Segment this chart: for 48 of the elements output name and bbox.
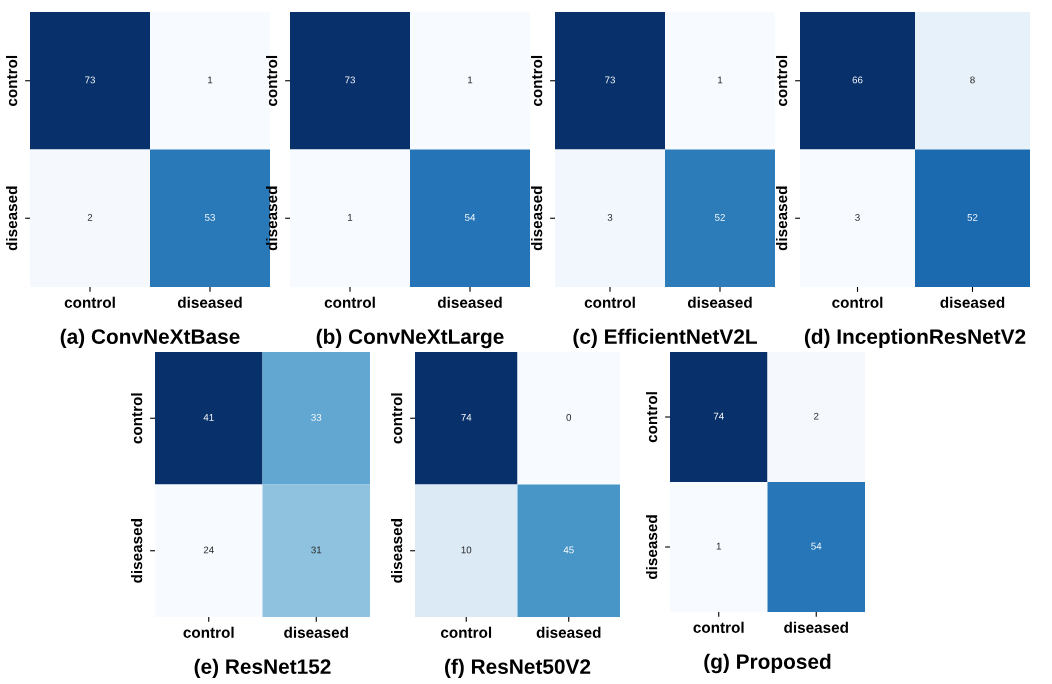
x-tick-label: control (440, 626, 492, 638)
text: (e) ResNet152 (194, 658, 331, 679)
x-tick-label: diseased (784, 621, 848, 633)
data-label: 1 (208, 76, 213, 84)
data-label: 73 (85, 76, 95, 84)
x-tick-label: diseased (687, 296, 752, 308)
data-label: 3 (855, 213, 860, 221)
data-label: 31 (311, 546, 322, 554)
x-tick-label: control (584, 296, 635, 308)
text: (a) ConvNeXtBase (60, 328, 240, 349)
data-label: 1 (468, 76, 473, 84)
text: (d) InceptionResNetV2 (804, 328, 1026, 349)
data-label: 45 (563, 546, 574, 554)
data-label: 3 (607, 213, 613, 221)
data-label: 1 (348, 214, 353, 221)
x-tick-label: control (832, 296, 883, 308)
data-label: 10 (461, 546, 472, 554)
x-tick-label: control (324, 296, 375, 308)
x-tick-label: control (64, 296, 115, 308)
data-label: 52 (967, 213, 978, 221)
x-tick-label: diseased (284, 626, 348, 638)
data-label: 24 (203, 546, 214, 554)
text: (f) ResNet50V2 (445, 658, 591, 679)
data-label: 2 (814, 412, 819, 420)
data-label: 1 (718, 76, 723, 84)
x-tick-label: control (183, 626, 234, 638)
data-label: 2 (87, 213, 93, 221)
data-label: 52 (714, 213, 725, 221)
data-label: 73 (345, 76, 355, 84)
data-label: 73 (605, 76, 615, 84)
x-tick-label: diseased (177, 296, 242, 308)
data-label: 54 (464, 214, 476, 221)
data-label: 1 (716, 542, 721, 550)
text: (c) EfficientNetV2L (573, 328, 757, 349)
x-tick-label: control (693, 621, 744, 633)
data-label: 33 (311, 413, 322, 421)
data-label: 8 (970, 76, 975, 84)
data-label: 54 (811, 542, 822, 550)
data-label: 66 (852, 76, 863, 84)
data-label: 41 (203, 414, 214, 421)
data-label: 0 (566, 413, 572, 421)
text: (b) ConvNeXtLarge (316, 328, 504, 349)
x-tick-label: diseased (437, 296, 502, 308)
text: (g) Proposed (704, 653, 831, 674)
x-tick-label: diseased (940, 296, 1005, 308)
data-label: 74 (713, 412, 724, 420)
data-label: 74 (461, 414, 472, 421)
data-label: 53 (204, 213, 215, 221)
